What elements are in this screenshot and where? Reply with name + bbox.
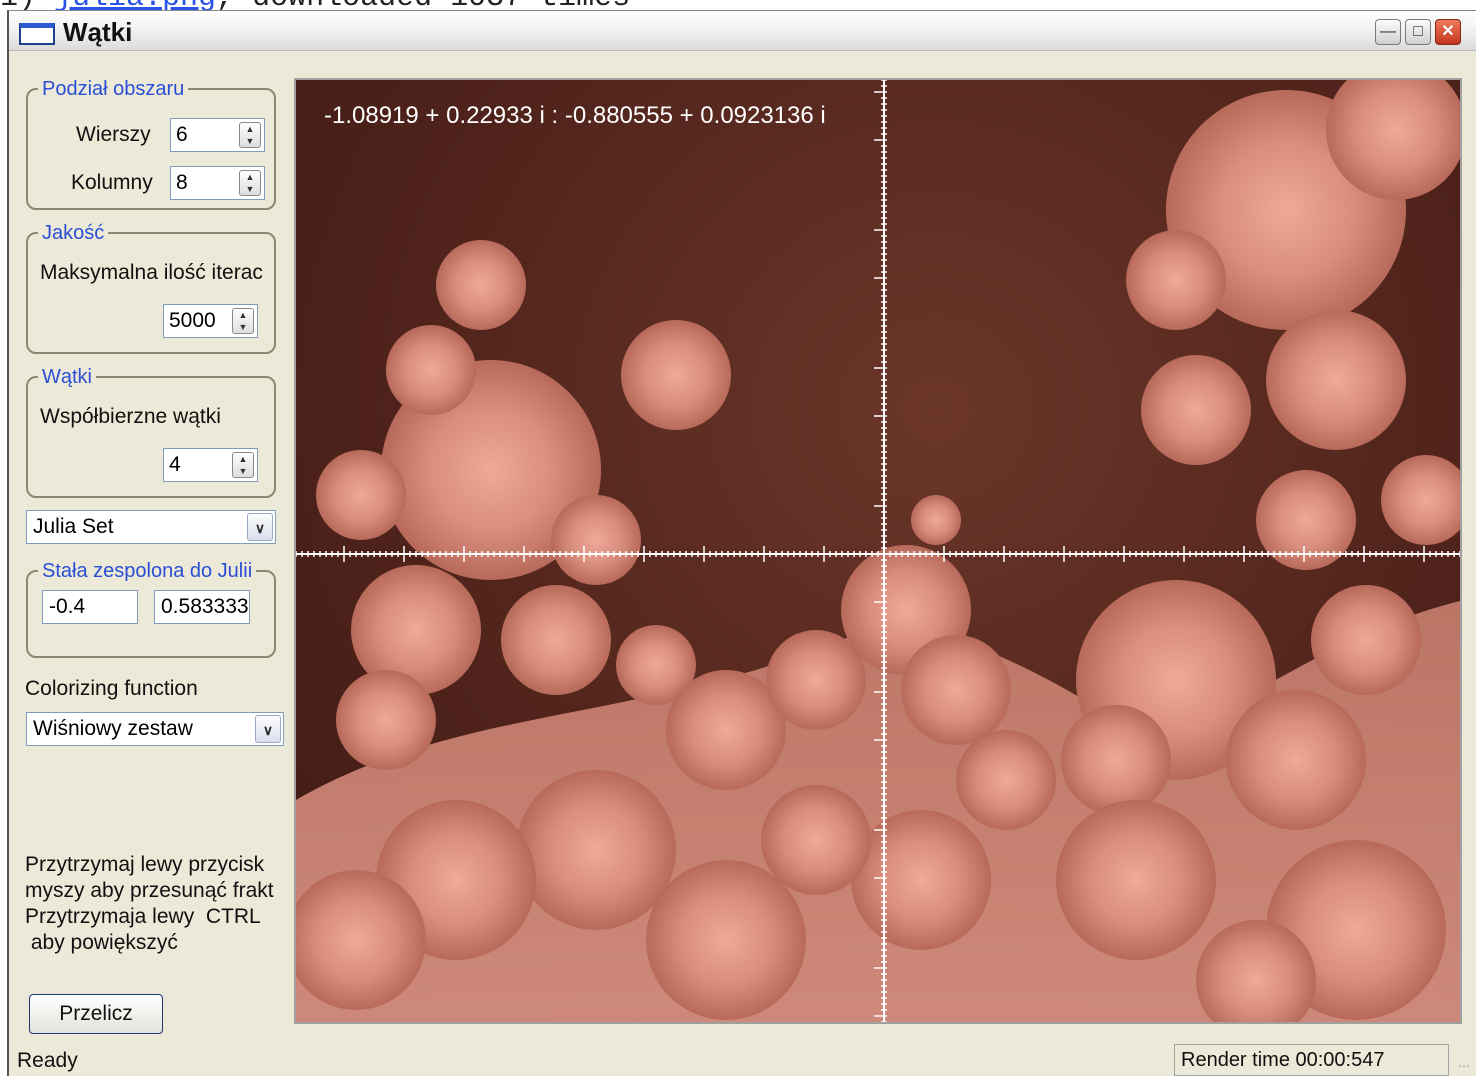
constant-real-input[interactable]: -0.4 (42, 590, 138, 624)
fractal-canvas[interactable]: -1.08919 + 0.22933 i : -0.880555 + 0.092… (294, 78, 1462, 1024)
maximize-button[interactable]: □ (1405, 19, 1431, 45)
minimize-button[interactable]: — (1375, 19, 1401, 45)
colorizing-value: Wiśniowy zestaw (33, 717, 193, 740)
quality-group: Jakość Maksymalna ilość iterac 5000 ▲ ▼ (26, 220, 276, 354)
threads-spin-arrows-icon[interactable]: ▲ ▼ (232, 452, 254, 478)
iterations-spin-arrows-icon[interactable]: ▲ ▼ (232, 308, 254, 334)
max-iterations-spinbox[interactable]: 5000 ▲ ▼ (163, 304, 258, 338)
constant-imag-input[interactable]: 0.583333 (154, 590, 250, 624)
rows-value: 6 (176, 123, 188, 146)
caption-file-link[interactable]: julia.png (54, 0, 216, 15)
chevron-down-icon[interactable]: ∨ (247, 513, 273, 541)
fractal-type-value: Julia Set (33, 515, 114, 538)
threads-label: Współbierzne wątki (40, 405, 221, 428)
render-time: Render time 00:00:547 (1174, 1044, 1449, 1076)
app-window: Wątki — □ ✕ Podział obszaru Wierszy 6 ▲ ▼… (7, 10, 1476, 1076)
rows-label: Wierszy (76, 123, 151, 146)
quality-legend: Jakość (38, 220, 109, 246)
colorizing-select[interactable]: Wiśniowy zestaw ∨ (26, 712, 284, 746)
page-caption: 1) julia.png, downloaded 1037 times (0, 0, 630, 13)
cols-value: 8 (176, 171, 188, 194)
resize-grip-icon[interactable]: ⋯ (1458, 1059, 1470, 1073)
max-iterations-label: Maksymalna ilość iterac (40, 261, 263, 284)
recalculate-button[interactable]: Przelicz (29, 994, 163, 1034)
window-icon (19, 23, 55, 45)
division-group: Podział obszaru Wierszy 6 ▲ ▼ Kolumny 8 ▲… (26, 76, 276, 210)
title-bar[interactable]: Wątki — □ ✕ (9, 11, 1476, 51)
close-button[interactable]: ✕ (1435, 19, 1461, 45)
axes-overlay (296, 80, 1460, 1022)
rows-spin-arrows-icon[interactable]: ▲ ▼ (239, 122, 261, 148)
status-bar: Ready Render time 00:00:547 ⋯ (9, 1043, 1476, 1077)
cols-label: Kolumny (71, 171, 153, 194)
threads-legend: Wątki (38, 364, 96, 390)
rows-spinbox[interactable]: 6 ▲ ▼ (170, 118, 265, 152)
fractal-image (296, 80, 1460, 1022)
threads-spinbox[interactable]: 4 ▲ ▼ (163, 448, 258, 482)
max-iterations-value: 5000 (169, 309, 216, 332)
fractal-type-select[interactable]: Julia Set ∨ (26, 510, 276, 544)
caption-number: 1) (0, 0, 36, 15)
caption-rest: , downloaded 1037 times (216, 0, 630, 15)
colorizing-label: Colorizing function (25, 677, 198, 700)
help-text: Przytrzymaj lewy przycisk myszy aby prze… (25, 853, 274, 954)
coordinates-readout: -1.08919 + 0.22933 i : -0.880555 + 0.092… (324, 102, 826, 129)
settings-panel: Podział obszaru Wierszy 6 ▲ ▼ Kolumny 8 ▲… (9, 52, 294, 1052)
threads-value: 4 (169, 453, 181, 476)
status-text: Ready (17, 1049, 78, 1072)
division-legend: Podział obszaru (38, 76, 189, 102)
chevron-down-icon[interactable]: ∨ (255, 715, 281, 743)
cols-spinbox[interactable]: 8 ▲ ▼ (170, 166, 265, 200)
window-title: Wątki (63, 17, 133, 47)
constant-group: Stała zespolona do Julii -0.4 0.583333 (26, 558, 276, 658)
cols-spin-arrows-icon[interactable]: ▲ ▼ (239, 170, 261, 196)
constant-legend: Stała zespolona do Julii (38, 558, 257, 584)
threads-group: Wątki Współbierzne wątki 4 ▲ ▼ (26, 364, 276, 498)
